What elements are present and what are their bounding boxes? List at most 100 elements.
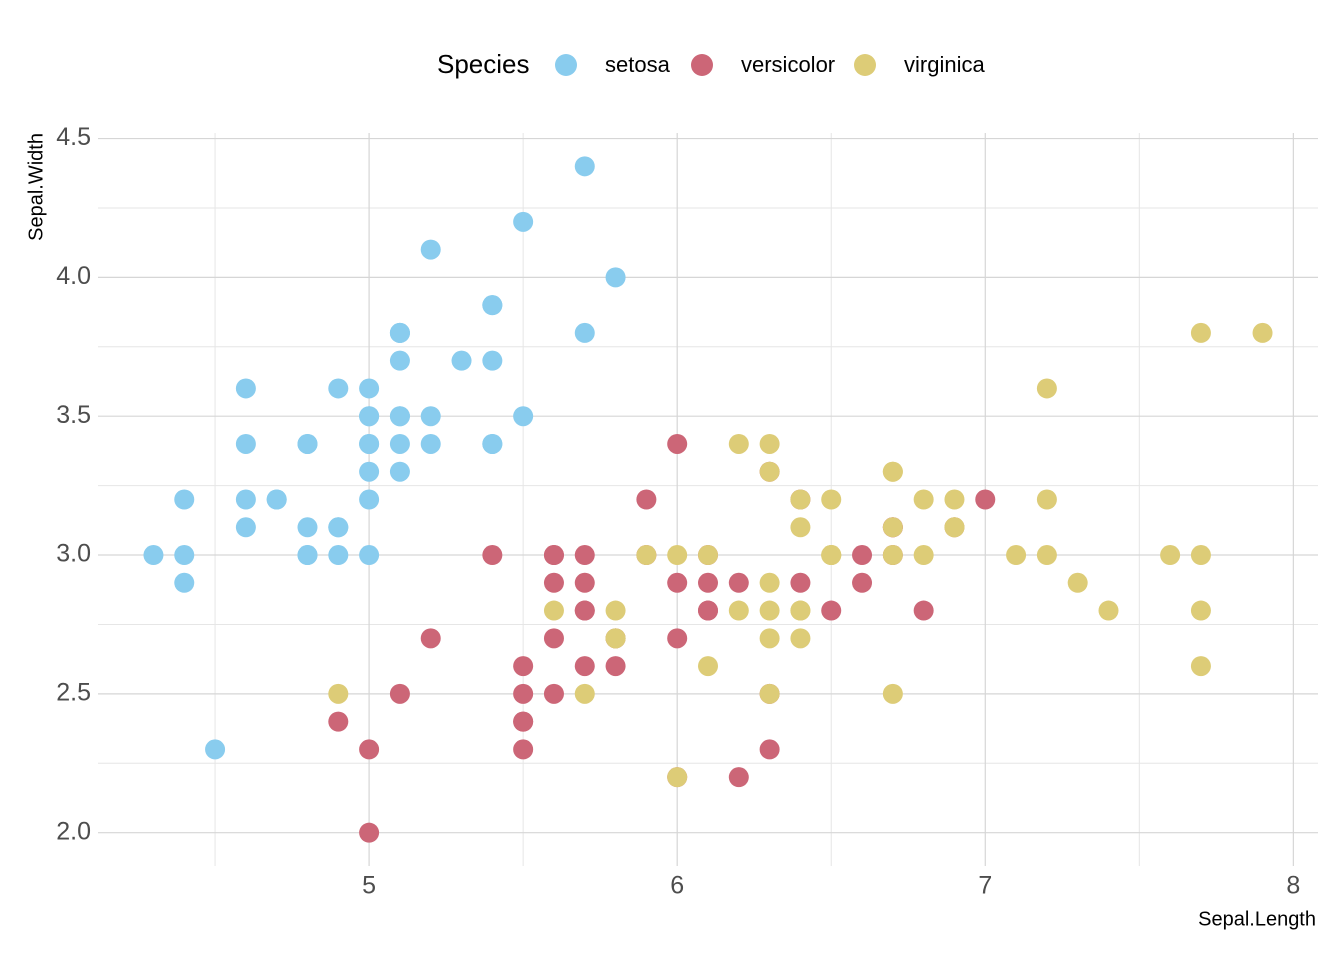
point bbox=[944, 489, 965, 510]
point bbox=[574, 545, 595, 566]
point bbox=[543, 600, 564, 621]
point bbox=[174, 489, 195, 510]
point bbox=[913, 489, 934, 510]
y-tick-label: 2.5 bbox=[56, 678, 91, 706]
point bbox=[543, 683, 564, 704]
point bbox=[667, 572, 688, 593]
point bbox=[728, 600, 749, 621]
point bbox=[667, 433, 688, 454]
point bbox=[759, 628, 780, 649]
point bbox=[543, 572, 564, 593]
legend-label: setosa bbox=[605, 52, 671, 77]
point bbox=[667, 767, 688, 788]
point bbox=[759, 461, 780, 482]
point bbox=[1190, 545, 1211, 566]
point bbox=[235, 517, 256, 538]
point bbox=[359, 433, 380, 454]
point bbox=[698, 572, 718, 593]
point bbox=[574, 572, 595, 593]
point bbox=[297, 545, 318, 566]
point bbox=[913, 545, 934, 566]
point bbox=[1036, 378, 1057, 399]
point bbox=[605, 628, 626, 649]
point bbox=[205, 739, 226, 760]
point bbox=[328, 683, 349, 704]
point bbox=[513, 683, 534, 704]
point bbox=[297, 517, 318, 538]
point bbox=[636, 489, 657, 510]
point bbox=[420, 628, 441, 649]
point bbox=[574, 683, 595, 704]
point bbox=[359, 406, 380, 427]
point bbox=[482, 433, 503, 454]
x-tick-label: 5 bbox=[362, 872, 376, 900]
point bbox=[328, 517, 349, 538]
point bbox=[636, 545, 657, 566]
y-tick-label: 4.5 bbox=[56, 123, 91, 151]
point bbox=[420, 433, 441, 454]
point bbox=[420, 239, 441, 260]
point bbox=[728, 572, 749, 593]
point bbox=[359, 378, 380, 399]
point bbox=[1036, 489, 1057, 510]
point bbox=[1190, 656, 1211, 677]
point bbox=[728, 767, 749, 788]
point bbox=[944, 517, 965, 538]
point bbox=[759, 433, 780, 454]
point bbox=[420, 406, 441, 427]
point bbox=[359, 739, 380, 760]
point bbox=[297, 433, 318, 454]
point bbox=[235, 433, 256, 454]
point bbox=[389, 433, 410, 454]
point bbox=[790, 628, 811, 649]
point bbox=[759, 683, 780, 704]
point bbox=[451, 350, 472, 371]
point bbox=[1036, 545, 1057, 566]
point bbox=[482, 350, 503, 371]
point bbox=[759, 739, 780, 760]
legend-swatch bbox=[555, 54, 577, 76]
point bbox=[235, 489, 256, 510]
point bbox=[605, 600, 626, 621]
point bbox=[852, 572, 873, 593]
point bbox=[698, 545, 718, 566]
point bbox=[1098, 600, 1119, 621]
point bbox=[759, 572, 780, 593]
point bbox=[174, 572, 195, 593]
point bbox=[790, 600, 811, 621]
point bbox=[975, 489, 996, 510]
x-axis-title: Sepal.Length bbox=[1198, 908, 1316, 930]
point bbox=[882, 461, 903, 482]
point bbox=[389, 461, 410, 482]
point bbox=[543, 545, 564, 566]
point bbox=[1067, 572, 1088, 593]
point bbox=[790, 572, 811, 593]
y-tick-label: 2.0 bbox=[56, 817, 91, 845]
point bbox=[513, 711, 534, 732]
y-tick-label: 3.5 bbox=[56, 401, 91, 429]
point bbox=[790, 489, 811, 510]
point bbox=[235, 378, 256, 399]
point bbox=[482, 545, 503, 566]
point bbox=[389, 350, 410, 371]
point bbox=[790, 517, 811, 538]
x-tick-label: 8 bbox=[1286, 872, 1300, 900]
point bbox=[482, 295, 503, 316]
point bbox=[513, 406, 534, 427]
point bbox=[359, 545, 380, 566]
legend-label: virginica bbox=[904, 52, 985, 77]
point bbox=[605, 656, 626, 677]
point bbox=[328, 545, 349, 566]
point bbox=[143, 545, 164, 566]
point bbox=[359, 489, 380, 510]
point bbox=[389, 683, 410, 704]
point bbox=[174, 545, 195, 566]
point bbox=[328, 711, 349, 732]
point bbox=[389, 322, 410, 343]
point bbox=[513, 739, 534, 760]
point bbox=[1006, 545, 1027, 566]
x-tick-label: 6 bbox=[670, 872, 684, 900]
y-tick-label: 4.0 bbox=[56, 262, 91, 290]
point bbox=[389, 406, 410, 427]
point bbox=[1252, 322, 1273, 343]
